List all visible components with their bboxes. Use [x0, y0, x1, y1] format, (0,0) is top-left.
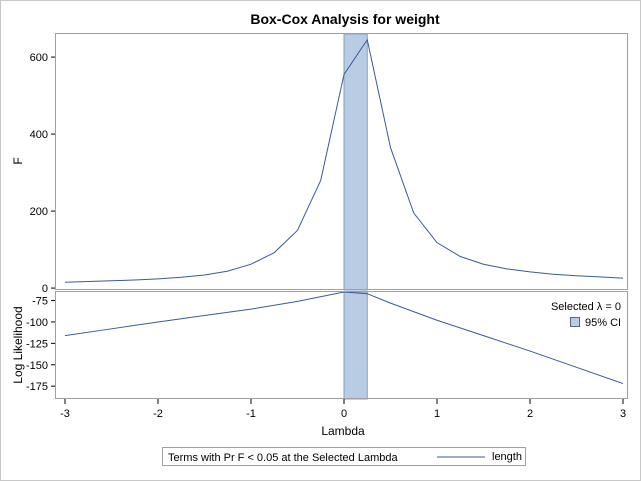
loglik-ci-band	[343, 291, 368, 400]
selected-lambda-text: Selected λ = 0	[551, 301, 621, 313]
x-axis: -3 -2 -1 0 1 2 3	[60, 399, 626, 420]
footer-legend-title: Terms with Pr F < 0.05 at the Selected L…	[168, 452, 398, 464]
ci-legend-swatch	[570, 317, 580, 327]
footer-legend: Terms with Pr F < 0.05 at the Selected L…	[162, 447, 526, 466]
log-likelihood-panel: -75 -100 -125 -150 -175 Log Likelihood Selec…	[11, 291, 628, 400]
f-axis-label: F	[11, 157, 25, 164]
f-panel-frame	[55, 33, 628, 290]
f-ci-band	[343, 33, 368, 291]
ci-legend-label: 95% CI	[585, 317, 621, 329]
loglik-y-tick-label: -125	[26, 338, 48, 350]
x-tick-label: 0	[341, 408, 347, 420]
f-statistic-line	[64, 38, 624, 283]
f-y-tick-label: 600	[30, 52, 48, 64]
x-tick-label: -1	[246, 408, 256, 420]
x-tick-label: -3	[60, 408, 70, 420]
f-y-tick-label: 400	[30, 129, 48, 141]
loglik-y-tick-label: -75	[32, 296, 48, 308]
x-tick-label: 3	[620, 408, 626, 420]
log-likelihood-line	[64, 291, 624, 385]
loglik-y-tick-label: -175	[26, 381, 48, 393]
log-likelihood-axis-label: Log Likelihood	[11, 306, 25, 383]
x-axis-label: Lambda	[321, 424, 365, 438]
footer-legend-frame	[162, 447, 526, 466]
f-y-tick-label: 0	[42, 283, 48, 295]
x-tick-label: -2	[153, 408, 163, 420]
f-statistic-panel: 0 200 400 600 F	[11, 33, 628, 295]
chart-title: Box-Cox Analysis for weight	[250, 11, 440, 27]
x-tick-label: 1	[434, 408, 440, 420]
loglik-panel-frame	[55, 291, 628, 399]
footer-legend-entry-label: length	[492, 451, 522, 463]
loglik-y-tick-label: -150	[26, 360, 48, 372]
f-y-tick-label: 200	[30, 206, 48, 218]
x-tick-label: 2	[527, 408, 533, 420]
loglik-y-tick-label: -100	[26, 317, 48, 329]
